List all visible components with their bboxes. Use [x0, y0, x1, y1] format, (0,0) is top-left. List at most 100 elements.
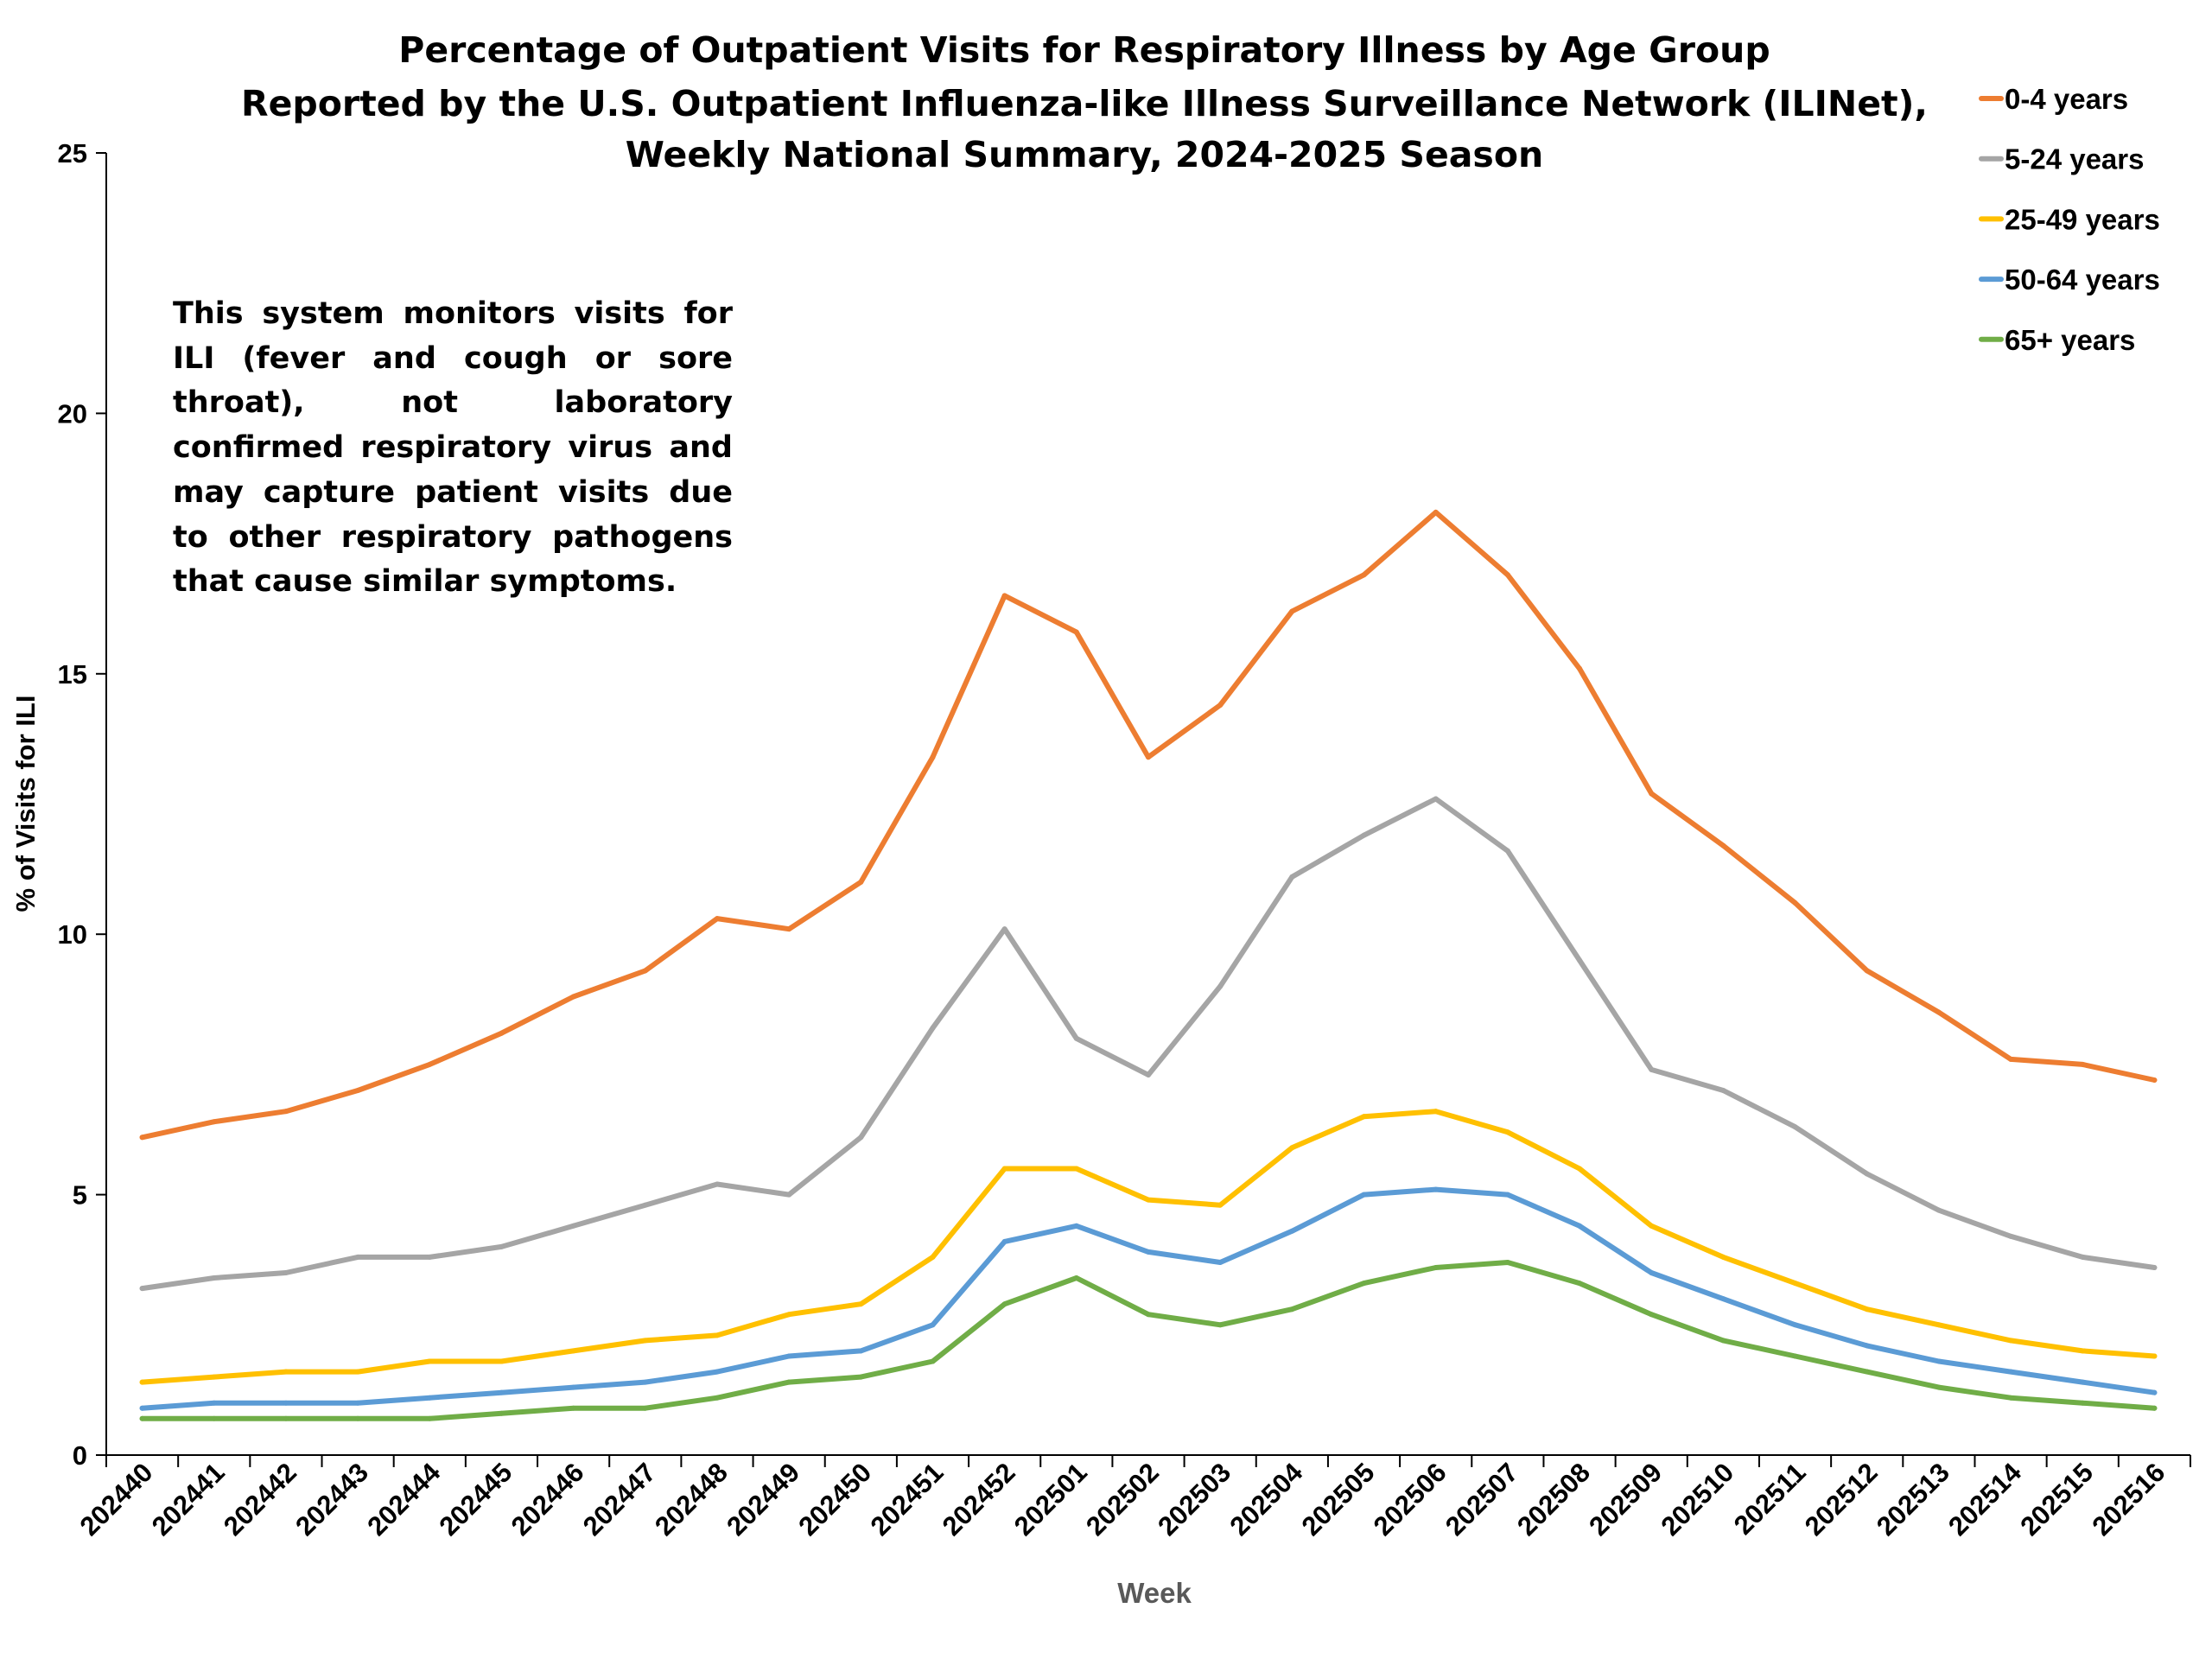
series-line-50-64-years — [139, 1186, 2158, 1411]
data-point — [858, 1301, 864, 1307]
data-point — [283, 1270, 289, 1276]
data-point — [211, 1275, 217, 1281]
data-point — [930, 1025, 936, 1031]
x-tick-label: 202513 — [1871, 1457, 1955, 1541]
data-point — [1146, 1312, 1151, 1318]
data-point — [427, 1254, 433, 1260]
data-point — [930, 1358, 936, 1364]
data-point — [570, 1223, 576, 1229]
data-point — [1073, 1275, 1079, 1281]
data-point — [714, 1181, 720, 1187]
data-point — [1577, 1281, 1583, 1287]
data-point — [1864, 1306, 1870, 1313]
data-point — [2080, 1254, 2086, 1260]
data-point — [139, 1405, 145, 1411]
data-point — [1577, 957, 1583, 963]
data-point — [1720, 1088, 1726, 1094]
data-point — [1864, 1343, 1870, 1349]
legend-label: 50-64 years — [2005, 264, 2160, 296]
data-point — [1289, 874, 1295, 880]
data-point — [642, 1338, 648, 1344]
data-point — [283, 1415, 289, 1421]
x-tick-label: 202442 — [218, 1457, 302, 1541]
data-point — [786, 926, 792, 932]
data-point — [2152, 1264, 2158, 1270]
data-point — [1577, 1166, 1583, 1172]
legend-label: 25-49 years — [2005, 203, 2160, 235]
data-point — [1001, 1301, 1007, 1307]
x-tick-label: 202501 — [1008, 1457, 1093, 1541]
data-point — [1936, 1384, 1942, 1390]
data-point — [1217, 702, 1224, 708]
data-point — [2008, 1056, 2014, 1062]
x-tick-label: 202502 — [1080, 1457, 1165, 1541]
data-point — [1504, 848, 1510, 854]
data-point — [858, 1135, 864, 1141]
data-point — [1792, 1353, 1798, 1359]
x-tick-label: 202504 — [1224, 1457, 1308, 1541]
data-point — [1864, 968, 1870, 974]
data-point — [1433, 1109, 1439, 1115]
data-point — [714, 1332, 720, 1338]
data-point — [1649, 791, 1655, 797]
data-point — [1146, 754, 1151, 760]
y-tick-label: 20 — [58, 398, 87, 429]
x-tick-label: 202448 — [649, 1457, 734, 1541]
data-point — [1792, 1322, 1798, 1328]
data-point — [1504, 1259, 1510, 1265]
data-point — [211, 1374, 217, 1380]
data-point — [1289, 608, 1295, 614]
x-tick-label: 202450 — [792, 1457, 877, 1541]
data-point — [1577, 665, 1583, 671]
data-point — [211, 1415, 217, 1421]
x-tick-label: 202514 — [1942, 1457, 2027, 1541]
data-point — [139, 1415, 145, 1421]
data-point — [427, 1415, 433, 1421]
data-point — [1504, 572, 1510, 578]
data-point — [1146, 1071, 1151, 1077]
x-tick-label: 202444 — [361, 1457, 446, 1541]
data-point — [1361, 832, 1367, 838]
x-tick-label: 202509 — [1583, 1457, 1668, 1541]
data-point — [1720, 1254, 1726, 1260]
data-point — [2080, 1400, 2086, 1406]
data-point — [1936, 1358, 1942, 1364]
x-tick-label: 202449 — [721, 1457, 805, 1541]
data-point — [1720, 842, 1726, 849]
data-point — [2008, 1338, 2014, 1344]
data-point — [1073, 629, 1079, 635]
y-tick-label: 15 — [58, 659, 87, 690]
data-point — [1217, 1322, 1224, 1328]
series-line-5-24-years — [139, 796, 2158, 1292]
data-point — [1792, 1124, 1798, 1130]
data-point — [1792, 900, 1798, 906]
annotation-text: This system monitors visits for ILI (fev… — [173, 296, 733, 600]
data-point — [1146, 1249, 1151, 1255]
data-point — [211, 1400, 217, 1406]
data-point — [1217, 983, 1224, 989]
data-point — [1936, 1322, 1942, 1328]
data-point — [499, 1243, 505, 1249]
data-point — [283, 1400, 289, 1406]
data-point — [2152, 1389, 2158, 1395]
data-point — [2008, 1369, 2014, 1375]
data-point — [642, 1202, 648, 1208]
x-tick-label: 202451 — [865, 1457, 950, 1541]
data-point — [1001, 1238, 1007, 1244]
x-tick-label: 202508 — [1511, 1457, 1596, 1541]
data-point — [930, 1254, 936, 1260]
data-point — [1073, 1035, 1079, 1041]
x-tick-label: 202446 — [505, 1457, 590, 1541]
data-point — [1936, 1009, 1942, 1015]
x-tick-label: 202447 — [577, 1457, 662, 1541]
x-tick-label: 202443 — [289, 1457, 374, 1541]
data-point — [642, 1405, 648, 1411]
data-point — [1792, 1281, 1798, 1287]
x-tick-label: 202445 — [433, 1457, 518, 1541]
data-point — [139, 1135, 145, 1141]
data-point — [1433, 1186, 1439, 1192]
data-point — [858, 1374, 864, 1380]
data-point — [1577, 1223, 1583, 1229]
data-point — [355, 1400, 361, 1406]
